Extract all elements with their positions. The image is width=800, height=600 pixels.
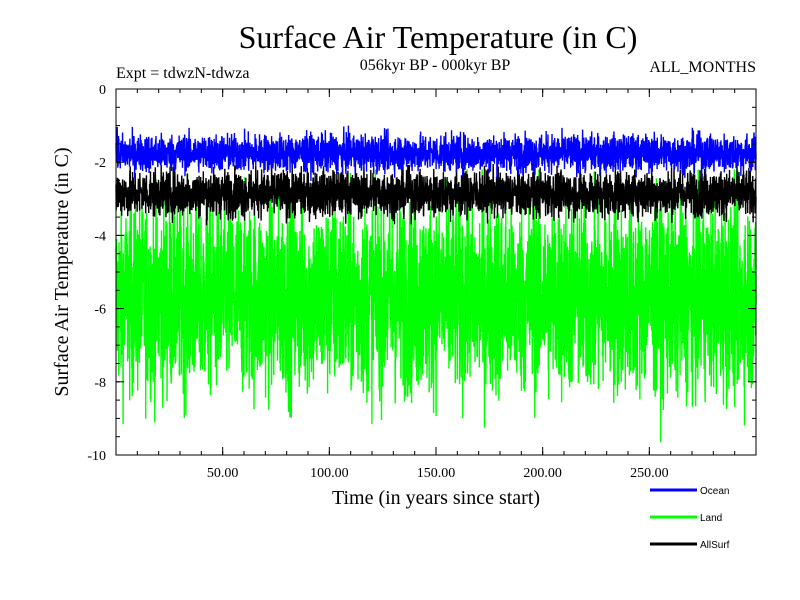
x-tick-label: 150.00: [417, 466, 456, 481]
series-line-allsurf: [115, 162, 757, 226]
x-tick-label: 250.00: [630, 466, 669, 481]
y-axis-label: Surface Air Temperature (in C): [51, 147, 73, 396]
y-tick-label: -2: [94, 156, 106, 171]
x-tick-label: 100.00: [310, 466, 349, 481]
legend-label-ocean: Ocean: [700, 486, 729, 497]
series-line-ocean: [115, 125, 757, 181]
series-line-land: [115, 169, 757, 443]
x-tick-label: 50.00: [207, 466, 239, 481]
y-tick-label: -6: [94, 303, 106, 318]
y-tick-label: -4: [94, 229, 106, 244]
chart-subtitle-left: Expt = tdwzN-tdwza: [116, 65, 249, 82]
chart-title: Surface Air Temperature (in C): [239, 19, 638, 55]
chart-subtitle-center: 056kyr BP - 000kyr BP: [360, 57, 511, 74]
y-tick-label: 0: [99, 83, 106, 98]
chart-subtitle-right: ALL_MONTHS: [649, 59, 756, 76]
y-axis: 0 -2 -4 -6 -8 -10: [87, 83, 756, 464]
legend-label-allsurf: AllSurf: [700, 540, 730, 551]
legend: Ocean Land AllSurf: [650, 486, 730, 551]
x-tick-label: 200.00: [523, 466, 562, 481]
plot-series-group: [115, 125, 757, 443]
x-axis-label: Time (in years since start): [332, 487, 540, 509]
y-tick-label: -10: [87, 449, 106, 464]
legend-label-land: Land: [700, 513, 722, 524]
x-axis: 50.00 100.00 150.00 200.00 250.00: [136, 89, 736, 481]
y-tick-label: -8: [94, 376, 106, 391]
